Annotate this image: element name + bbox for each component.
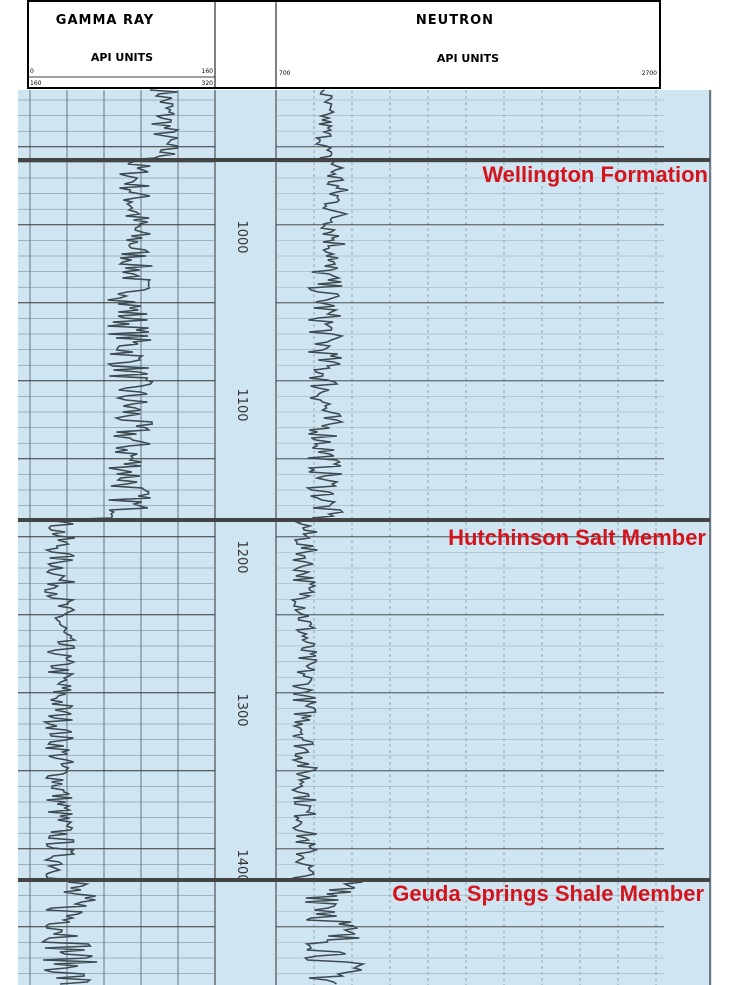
track-units: API UNITS	[437, 52, 499, 65]
formation-label: Geuda Springs Shale Member	[392, 881, 704, 906]
formation-boundary	[18, 878, 710, 882]
scale-label: 2700	[642, 70, 657, 77]
scale-label: 700	[279, 70, 291, 77]
track-units: API UNITS	[91, 51, 153, 64]
depth-label: 1400	[234, 849, 249, 882]
scale-label: 0	[30, 68, 34, 75]
depth-label: 1100	[234, 388, 249, 421]
depth-label: 1300	[234, 693, 249, 726]
track-title: NEUTRON	[416, 13, 494, 28]
gamma-ray-trace	[40, 89, 181, 985]
formation-boundary	[18, 158, 710, 162]
neutron-trace	[290, 89, 367, 985]
depth-label: 1200	[234, 540, 249, 573]
formation-label: Hutchinson Salt Member	[448, 525, 706, 550]
scale-label: 320	[202, 80, 214, 87]
formation-boundary	[18, 518, 710, 522]
track-title: GAMMA RAY	[56, 13, 154, 28]
header-box	[27, 0, 661, 89]
depth-label: 1000	[234, 220, 249, 253]
formation-label: Wellington Formation	[482, 162, 708, 187]
scale-label: 160	[202, 68, 214, 75]
grid	[18, 90, 711, 985]
scale-label: 160	[30, 80, 42, 87]
curves	[40, 89, 367, 985]
